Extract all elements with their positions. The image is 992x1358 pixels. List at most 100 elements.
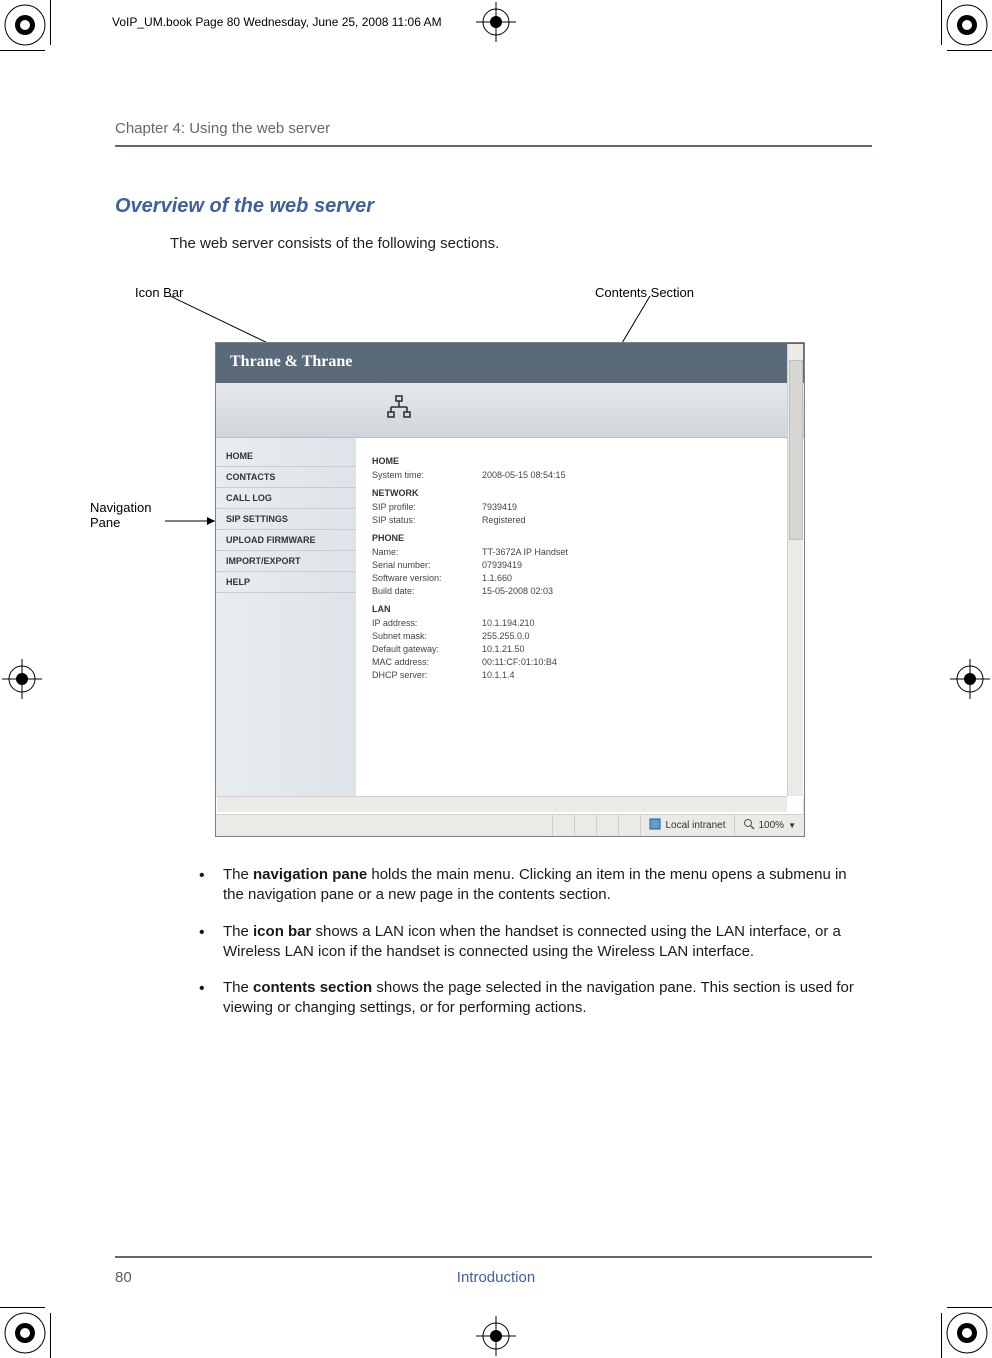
row-key: SIP status:: [372, 515, 482, 525]
row-key: System time:: [372, 470, 482, 480]
cropmark: [50, 0, 51, 45]
prepress-header: VoIP_UM.book Page 80 Wednesday, June 25,…: [112, 15, 442, 29]
lan-icon: [386, 395, 412, 426]
icon-bar: [216, 383, 804, 438]
status-spacer: [596, 815, 618, 836]
row-val: 7939419: [482, 502, 517, 512]
row-key: DHCP server:: [372, 670, 482, 680]
content-h-phone: PHONE: [372, 533, 788, 543]
bullet-bold: navigation pane: [253, 866, 367, 883]
row-key: MAC address:: [372, 657, 482, 667]
scroll-thumb[interactable]: [789, 360, 803, 540]
scrollbar-vertical[interactable]: [787, 344, 803, 796]
content-row: Serial number:07939419: [372, 560, 788, 570]
bullet-item: The icon bar shows a LAN icon when the h…: [195, 922, 862, 963]
row-val: 00:11:CF:01:10:B4: [482, 657, 557, 667]
section-title: Overview of the web server: [115, 195, 374, 218]
status-bar: Local intranet 100% ▼: [216, 814, 804, 836]
content-h-home: HOME: [372, 456, 788, 466]
cropmark: [941, 0, 942, 45]
status-spacer: [552, 815, 574, 836]
content-row: DHCP server:10.1.1.4: [372, 670, 788, 680]
regmark-side: [476, 2, 516, 42]
nav-item-uploadfirmware[interactable]: UPLOAD FIRMWARE: [216, 530, 356, 551]
row-val: 15-05-2008 02:03: [482, 586, 553, 596]
status-zoom-text: 100%: [759, 820, 785, 831]
content-row: Build date:15-05-2008 02:03: [372, 586, 788, 596]
regmark-side: [2, 659, 42, 699]
status-spacer: [574, 815, 596, 836]
row-key: Build date:: [372, 586, 482, 596]
row-val: 2008-05-15 08:54:15: [482, 470, 566, 480]
bullet-item: The navigation pane holds the main menu.…: [195, 865, 862, 906]
content-row: Software version:1.1.660: [372, 573, 788, 583]
row-val: 10.1.1.4: [482, 670, 515, 680]
row-val: 1.1.660: [482, 573, 512, 583]
cropmark: [50, 1313, 51, 1358]
row-val: 07939419: [482, 560, 522, 570]
contents-section: HOME System time:2008-05-15 08:54:15 NET…: [356, 438, 804, 798]
status-zone-text: Local intranet: [665, 820, 725, 831]
nav-item-importexport[interactable]: IMPORT/EXPORT: [216, 551, 356, 572]
nav-item-contacts[interactable]: CONTACTS: [216, 467, 356, 488]
nav-item-home[interactable]: HOME: [216, 446, 356, 467]
bullet-text: The: [223, 866, 253, 883]
content-h-lan: LAN: [372, 604, 788, 614]
content-row: SIP profile:7939419: [372, 502, 788, 512]
bullet-text: shows a LAN icon when the handset is con…: [223, 923, 841, 960]
bullet-text: The: [223, 979, 253, 996]
cropmark: [947, 50, 992, 51]
screenshot-window: Thrane & Thrane HOME CONTACTS CALL LOG: [215, 342, 805, 837]
regmark-side: [476, 1316, 516, 1356]
scrollbar-horizontal[interactable]: [217, 796, 787, 812]
cropmark: [0, 50, 45, 51]
bullet-item: The contents section shows the page sele…: [195, 978, 862, 1019]
intranet-icon: [649, 818, 661, 833]
status-zoom[interactable]: 100% ▼: [734, 815, 805, 836]
nav-item-help[interactable]: HELP: [216, 572, 356, 593]
row-val: 10.1.194.210: [482, 618, 535, 628]
header-rule: [115, 145, 872, 147]
zoom-icon: [743, 818, 755, 833]
bullet-text: The: [223, 923, 253, 940]
chapter-header: Chapter 4: Using the web server: [115, 120, 330, 137]
row-key: IP address:: [372, 618, 482, 628]
annotation-navpane-l1: Navigation: [90, 500, 170, 515]
row-val: 10.1.21.50: [482, 644, 525, 654]
footer-rule: [115, 1256, 872, 1258]
nav-item-sipsettings[interactable]: SIP SETTINGS: [216, 509, 356, 530]
regmark-corner: [944, 1310, 990, 1356]
intro-text: The web server consists of the following…: [170, 235, 499, 252]
content-h-network: NETWORK: [372, 488, 788, 498]
regmark-corner: [2, 2, 48, 48]
annotation-navpane: Navigation Pane: [90, 500, 170, 530]
row-key: Name:: [372, 547, 482, 557]
content-row: MAC address:00:11:CF:01:10:B4: [372, 657, 788, 667]
status-zone: Local intranet: [640, 815, 733, 836]
content-row: Subnet mask:255.255.0.0: [372, 631, 788, 641]
regmark-corner: [944, 2, 990, 48]
content-row: Name:TT-3672A IP Handset: [372, 547, 788, 557]
nav-item-calllog[interactable]: CALL LOG: [216, 488, 356, 509]
bullet-bold: icon bar: [253, 923, 311, 940]
bullet-list: The navigation pane holds the main menu.…: [195, 865, 862, 1035]
row-val: TT-3672A IP Handset: [482, 547, 568, 557]
content-row: IP address:10.1.194.210: [372, 618, 788, 628]
row-key: SIP profile:: [372, 502, 482, 512]
row-key: Software version:: [372, 573, 482, 583]
status-spacer: [618, 815, 640, 836]
footer-section: Introduction: [60, 1269, 932, 1286]
cropmark: [0, 1307, 45, 1308]
row-val: 255.255.0.0: [482, 631, 530, 641]
regmark-side: [950, 659, 990, 699]
row-key: Subnet mask:: [372, 631, 482, 641]
cropmark: [947, 1307, 992, 1308]
cropmark: [941, 1313, 942, 1358]
content-row: System time:2008-05-15 08:54:15: [372, 470, 788, 480]
bullet-bold: contents section: [253, 979, 372, 996]
row-key: Default gateway:: [372, 644, 482, 654]
content-row: SIP status:Registered: [372, 515, 788, 525]
regmark-corner: [2, 1310, 48, 1356]
chevron-down-icon: ▼: [788, 821, 796, 830]
row-val: Registered: [482, 515, 526, 525]
